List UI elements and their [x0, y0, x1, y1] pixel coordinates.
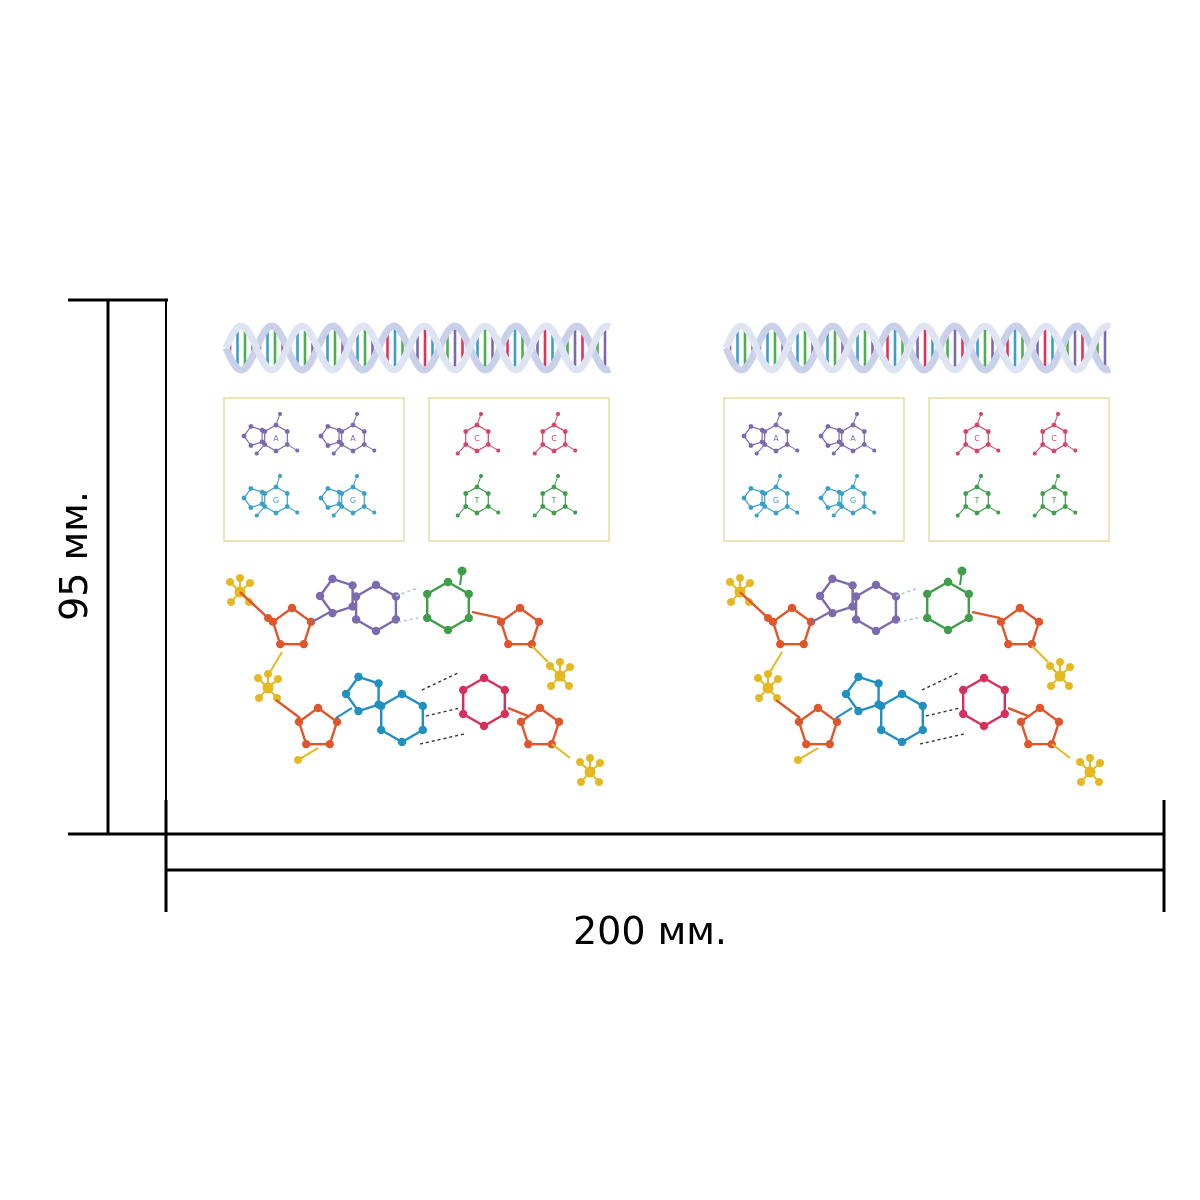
base-molecule-a: A: [741, 412, 800, 456]
base-letter: T: [551, 496, 557, 505]
width-label: 200 мм.: [572, 909, 728, 953]
phosphate-group: [254, 670, 282, 702]
sticker-panels: A A G G C C T T A A G G C C T T: [222, 322, 1112, 786]
base-molecule-c: C: [532, 412, 578, 456]
base-letter: G: [350, 496, 356, 505]
base-letter: G: [273, 496, 279, 505]
base-molecule-a: A: [241, 412, 300, 456]
sticker-panel: A A G G C C T T: [722, 322, 1112, 786]
nucleobase-box-pyrimidines: C C T T: [428, 397, 610, 542]
base-molecule-g: G: [818, 474, 877, 518]
base-letter: T: [974, 496, 980, 505]
base-letter: T: [1051, 496, 1057, 505]
base-molecule-t: T: [955, 474, 1001, 518]
nucleobase-box-purines: A A G G: [723, 397, 905, 542]
sugar-ring: [268, 603, 316, 649]
base-molecule-a: A: [818, 412, 877, 456]
base-letter: A: [850, 434, 856, 443]
base-molecule-a: A: [318, 412, 377, 456]
base-letter: C: [551, 434, 557, 443]
base-letter: G: [850, 496, 856, 505]
base-molecule-c: C: [455, 412, 501, 456]
dna-helix-illustration: [722, 322, 1112, 374]
base-molecule-c: C: [1032, 412, 1078, 456]
sugar-ring: [516, 703, 564, 749]
base-letter: G: [773, 496, 779, 505]
base-molecule-t: T: [532, 474, 578, 518]
height-label: 95 мм.: [52, 491, 96, 621]
base-letter: C: [974, 434, 980, 443]
base-letter: A: [350, 434, 356, 443]
phosphate-group: [1076, 754, 1104, 786]
sticker-panel: A A G G C C T T: [222, 322, 612, 786]
base-molecule-t: T: [1032, 474, 1078, 518]
dna-helix-illustration: [222, 322, 612, 374]
base-pair-diagram: [226, 566, 604, 786]
base-letter: C: [1051, 434, 1057, 443]
nucleobase-box-purines: A A G G: [223, 397, 405, 542]
base-molecule-t: T: [455, 474, 501, 518]
base-letter: A: [773, 434, 779, 443]
sugar-ring: [794, 703, 842, 749]
base-letter: C: [474, 434, 480, 443]
sugar-ring: [768, 603, 816, 649]
nucleobase-box-pyrimidines: C C T T: [928, 397, 1110, 542]
phosphate-group: [754, 670, 782, 702]
dimension-lines: [68, 298, 1166, 912]
sugar-ring: [1016, 703, 1064, 749]
base-molecule-g: G: [318, 474, 377, 518]
phosphate-group: [1046, 658, 1074, 690]
base-molecule-g: G: [241, 474, 300, 518]
base-molecule-c: C: [955, 412, 1001, 456]
phosphate-group: [546, 658, 574, 690]
phosphate-group: [576, 754, 604, 786]
base-molecule-g: G: [741, 474, 800, 518]
base-letter: T: [474, 496, 480, 505]
base-letter: A: [273, 434, 279, 443]
sugar-ring: [294, 703, 342, 749]
sugar-ring: [996, 603, 1044, 649]
sugar-ring: [496, 603, 544, 649]
base-pair-diagram: [726, 566, 1104, 786]
